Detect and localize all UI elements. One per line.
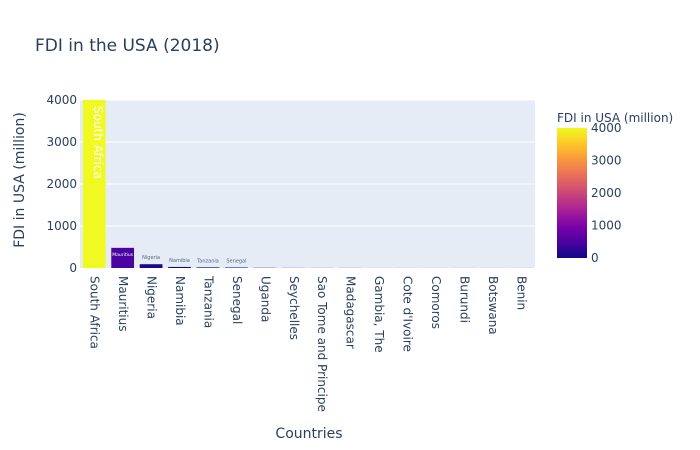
x-tick-label: Burundi [457, 276, 471, 323]
bar [225, 267, 248, 268]
x-tick-label: Sao Tome and Principe [315, 276, 329, 412]
y-tick-label: 4000 [46, 93, 77, 107]
y-tick-labels: 0 1000 2000 3000 4000 [46, 93, 77, 275]
x-tick-label: Senegal [230, 276, 244, 324]
bar [111, 247, 135, 268]
colorbar-tick-label: 1000 [591, 219, 622, 233]
x-tick-label: Mauritius [116, 276, 130, 331]
x-tick-label: Gambia, The [372, 276, 386, 353]
y-axis-label: FDI in USA (million) [12, 112, 28, 248]
colorbar-title: FDI in USA (million) [557, 111, 673, 125]
bar-data-label: Senegal [226, 258, 246, 264]
grid-lines [80, 99, 535, 227]
x-tick-label: Comoros [429, 276, 443, 329]
bars: South Africa Mauritius Nigeria Namibia Tanza… [82, 100, 533, 268]
x-tick-label: Cote d'Ivoire [401, 276, 415, 352]
bar-data-label: Mauritius [112, 252, 133, 258]
colorbar-tick-label: 0 [591, 251, 599, 265]
bar-data-label: Namibia [169, 258, 190, 264]
x-tick-label: Namibia [173, 276, 187, 326]
colorbar-tick-labels: 0 1000 2000 3000 4000 [591, 121, 622, 265]
bar-data-label: Tanzania [196, 258, 219, 264]
colorbar-tick-label: 2000 [591, 186, 622, 200]
y-tick-label: 1000 [46, 219, 77, 233]
x-tick-label: Tanzania [201, 275, 215, 328]
x-tick-label: Benin [514, 276, 528, 310]
chart-title: FDI in the USA (2018) [35, 36, 220, 56]
bar [139, 264, 163, 268]
y-tick-label: 3000 [46, 135, 77, 149]
x-tick-labels: South Africa Mauritius Nigeria Namibia Tanza… [88, 275, 529, 412]
x-tick-label: Madagascar [344, 276, 358, 349]
bar [82, 100, 106, 268]
bar [196, 267, 220, 268]
x-tick-label: Seychelles [287, 276, 301, 340]
y-tick-label: 0 [69, 261, 77, 275]
x-tick-label: Nigeria [145, 276, 159, 319]
x-tick-label: Uganda [258, 276, 272, 322]
colorbar [557, 128, 587, 258]
bar [168, 266, 191, 268]
x-tick-label: South Africa [88, 276, 102, 349]
x-axis-label: Countries [275, 426, 342, 442]
y-tick-label: 2000 [46, 177, 77, 191]
bar-data-label: Nigeria [142, 255, 160, 261]
colorbar-tick-label: 3000 [591, 154, 622, 168]
bar-data-label: South Africa [91, 106, 105, 179]
x-tick-label: Botswana [486, 276, 500, 335]
colorbar-tick-label: 4000 [591, 121, 622, 135]
